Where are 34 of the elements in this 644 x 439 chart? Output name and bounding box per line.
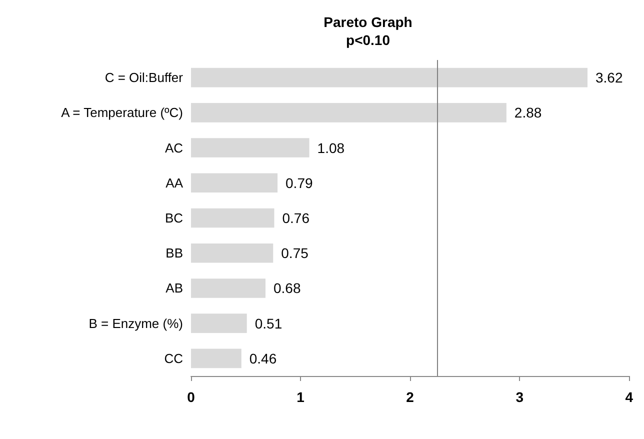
data-label: 0.79 [286,174,313,191]
bar [191,68,588,88]
y-tick-label: C = Oil:Buffer [104,70,184,86]
x-tick-label: 0 [187,389,196,405]
y-tick-label: AB [166,280,183,296]
data-label: 0.46 [249,350,277,366]
chart-subtitle: p<0.10 [346,32,390,48]
y-tick-label: BB [166,246,183,261]
bar [191,314,247,333]
bar [191,278,266,298]
bar [191,208,274,228]
y-tick-label: CC [164,350,183,366]
bar [191,348,242,368]
y-tick-label: A = Temperature (ºC) [61,105,183,120]
x-tick-label: 1 [296,389,305,405]
y-tick-label: AC [164,140,183,156]
bar [191,138,310,158]
data-label: 0.51 [254,315,282,332]
y-tick-label: B = Enzyme (%) [88,316,183,331]
bar [191,103,506,122]
bar [191,173,278,193]
data-label: 3.62 [595,70,623,86]
data-label: 0.76 [282,210,310,226]
chart-title: Pareto Graph [324,14,412,30]
y-tick-label: BC [164,210,183,226]
data-label: 2.88 [514,104,542,121]
x-tick-label: 2 [406,389,414,405]
data-label: 0.75 [281,245,309,262]
y-tick-label: AA [166,175,184,190]
data-label: 0.68 [273,280,301,296]
x-tick-label: 4 [625,389,634,405]
x-tick-label: 3 [516,389,524,405]
bar [191,243,274,263]
data-label: 1.08 [317,140,345,156]
